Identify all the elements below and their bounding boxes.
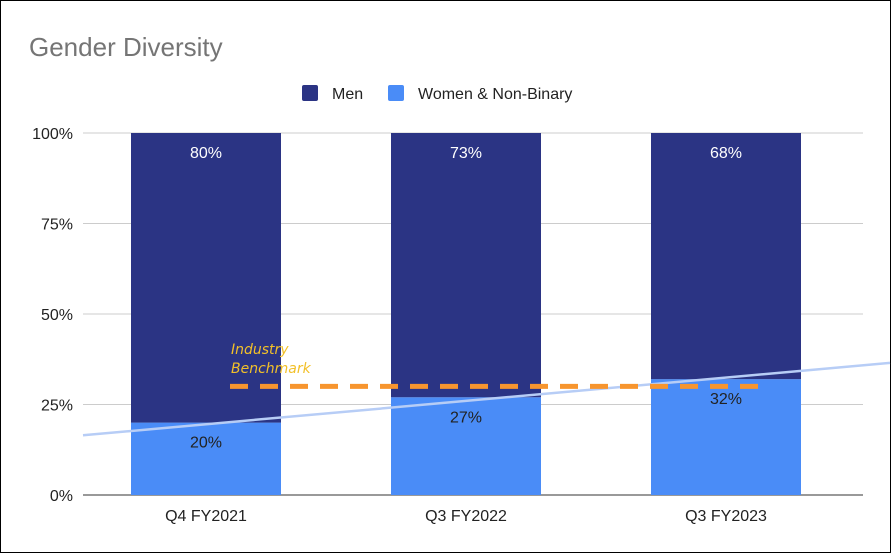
y-tick-label-3: 75% — [41, 217, 73, 234]
bars — [131, 133, 801, 495]
y-tick-label-0: 0% — [50, 488, 73, 505]
legend-swatch-1 — [388, 85, 404, 101]
y-tick-label-1: 25% — [41, 398, 73, 415]
y-tick-label-2: 50% — [41, 307, 73, 324]
benchmark-label-line2: Benchmark — [231, 361, 312, 377]
data-label-1-0: 80% — [190, 145, 222, 162]
x-category-label-1: Q3 FY2022 — [425, 508, 507, 525]
data-label-1-1: 73% — [450, 145, 482, 162]
bar-0-1 — [391, 397, 541, 495]
data-label-1-2: 68% — [710, 145, 742, 162]
x-category-label-0: Q4 FY2021 — [165, 508, 247, 525]
legend-swatch-0 — [302, 85, 318, 101]
bar-1-2 — [651, 133, 801, 380]
bar-1-0 — [131, 133, 281, 423]
trendline — [82, 361, 891, 437]
data-labels: 20% 80% 27% 73% 32% 68% — [190, 145, 742, 452]
data-label-0-1: 27% — [450, 409, 482, 426]
bar-0-0 — [131, 422, 281, 495]
x-axis-categories: Q4 FY2021 Q3 FY2022 Q3 FY2023 — [165, 508, 767, 525]
x-category-label-2: Q3 FY2023 — [685, 508, 767, 525]
bar-1-1 — [391, 133, 541, 398]
data-label-0-0: 20% — [190, 435, 222, 452]
legend-label-1: Women & Non-Binary — [418, 86, 572, 103]
y-tick-label-4: 100% — [32, 126, 73, 143]
legend-label-0: Men — [332, 86, 363, 103]
benchmark: Industry Benchmark — [230, 342, 763, 389]
data-label-0-2: 32% — [710, 391, 742, 408]
trendline-line — [82, 361, 891, 437]
chart-title: Gender Diversity — [29, 32, 223, 62]
y-axis-ticks: 0% 25% 50% 75% 100% — [32, 126, 73, 505]
bar-0-2 — [651, 379, 801, 495]
legend: Men Women & Non-Binary — [302, 85, 572, 103]
benchmark-label-line1: Industry — [231, 342, 289, 358]
